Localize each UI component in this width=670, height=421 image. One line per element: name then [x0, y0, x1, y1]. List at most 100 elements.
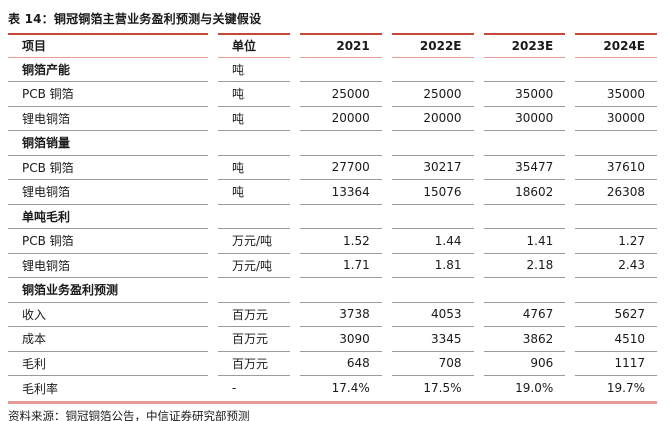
row-value-cell — [575, 131, 657, 156]
row-label-cell: 单吨毛利 — [8, 205, 208, 229]
row-value-cell: 2.43 — [575, 254, 657, 278]
row-value-cell: 4767 — [483, 303, 566, 327]
row-value-cell — [391, 278, 474, 303]
table-row: 单吨毛利 — [8, 205, 657, 229]
row-unit-cell: 吨 — [218, 107, 290, 131]
row-value-cell: 3862 — [483, 327, 566, 352]
row-value-cell — [483, 205, 566, 229]
table-title: 表 14：铜冠铜箔主营业务盈利预测与关键假设 — [8, 12, 262, 26]
header-unit: 单位 — [218, 33, 290, 58]
row-value-cell — [391, 205, 474, 229]
table-header-row: 项目 单位 2021 2022E 2023E 2024E — [8, 33, 657, 58]
row-value-cell — [300, 131, 382, 156]
row-value-cell — [300, 205, 382, 229]
row-value-cell: 3090 — [300, 327, 382, 352]
row-value-cell: 1.27 — [575, 229, 657, 254]
row-value-cell: 18602 — [483, 180, 566, 205]
row-value-cell — [575, 58, 657, 82]
row-label-cell: 锂电铜箔 — [8, 107, 208, 131]
row-value-cell — [391, 131, 474, 156]
row-unit-cell: 吨 — [218, 156, 290, 180]
row-label-cell: 铜箔产能 — [8, 58, 208, 82]
row-unit-cell: 吨 — [218, 82, 290, 107]
row-unit-cell: 百万元 — [218, 303, 290, 327]
row-label-cell: 锂电铜箔 — [8, 254, 208, 278]
row-value-cell — [575, 205, 657, 229]
row-value-cell — [483, 58, 566, 82]
row-value-cell: 648 — [300, 352, 382, 376]
table-body: 铜箔产能 吨 PCB 铜箔 吨 25000 25000 35000 35000 … — [8, 58, 657, 401]
row-value-cell: 1.44 — [391, 229, 474, 254]
row-value-cell: 37610 — [575, 156, 657, 180]
row-value-cell: 35477 — [483, 156, 566, 180]
row-value-cell: 17.4% — [331, 381, 370, 396]
row-label-cell: 收入 — [8, 303, 208, 327]
header-2024e: 2024E — [575, 33, 657, 58]
table-row: 毛利 百万元 648 708 906 1117 — [8, 352, 657, 376]
table-row: PCB 铜箔 万元/吨 1.52 1.44 1.41 1.27 — [8, 229, 657, 254]
row-value-cell: 1.52 — [300, 229, 382, 254]
row-value-cell: 1117 — [575, 352, 657, 376]
row-value-cell: 4510 — [575, 327, 657, 352]
row-unit-cell: 吨 — [218, 180, 290, 205]
row-value-cell: 27700 — [300, 156, 382, 180]
row-value-cell: 26308 — [575, 180, 657, 205]
table-row: 锂电铜箔 吨 13364 15076 18602 26308 — [8, 180, 657, 205]
row-value-cell — [483, 278, 566, 303]
row-value-cell — [300, 58, 382, 82]
row-value-cell: 5627 — [575, 303, 657, 327]
row-value-cell: 19.0% — [515, 381, 554, 396]
row-value-cell: 20000 — [300, 107, 382, 131]
table-bottom-rule — [8, 400, 657, 404]
row-value-cell: 20000 — [391, 107, 474, 131]
table-row: 铜箔产能 吨 — [8, 58, 657, 82]
source-note: 资料来源：铜冠铜箔公告，中信证券研究部预测 — [8, 408, 250, 421]
row-value-cell: 35000 — [575, 82, 657, 107]
row-value-cell: 708 — [391, 352, 474, 376]
table-row: 铜箔销量 — [8, 131, 657, 156]
row-unit-cell: 万元/吨 — [218, 254, 290, 278]
row-unit-cell: 百万元 — [218, 327, 290, 352]
header-2023e: 2023E — [483, 33, 566, 58]
row-value-cell: 906 — [483, 352, 566, 376]
table-row: 锂电铜箔 万元/吨 1.71 1.81 2.18 2.43 — [8, 254, 657, 278]
row-label-cell: PCB 铜箔 — [8, 156, 208, 180]
table-row: 毛利率 - 17.4% 17.5% 19.0% 19.7% — [8, 376, 657, 401]
header-item: 项目 — [8, 33, 208, 58]
table-row: 收入 百万元 3738 4053 4767 5627 — [8, 303, 657, 327]
row-value-cell: 1.41 — [483, 229, 566, 254]
row-value-cell — [300, 278, 382, 303]
row-unit-cell — [218, 278, 290, 303]
row-unit-cell: 万元/吨 — [218, 229, 290, 254]
table-row: PCB 铜箔 吨 27700 30217 35477 37610 — [8, 156, 657, 180]
row-unit-cell: 吨 — [218, 58, 290, 82]
row-label-cell: 成本 — [8, 327, 208, 352]
header-2021: 2021 — [300, 33, 382, 58]
row-label-cell: PCB 铜箔 — [8, 82, 208, 107]
row-value-cell: 3345 — [391, 327, 474, 352]
row-value-cell — [575, 278, 657, 303]
table-row: 锂电铜箔 吨 20000 20000 30000 30000 — [8, 107, 657, 131]
row-label-cell: 毛利 — [8, 352, 208, 376]
row-value-cell: 4053 — [391, 303, 474, 327]
row-value-cell: 25000 — [391, 82, 474, 107]
row-value-cell: 25000 — [300, 82, 382, 107]
header-2022e: 2022E — [391, 33, 474, 58]
row-unit-cell — [218, 205, 290, 229]
row-label-cell: PCB 铜箔 — [8, 229, 208, 254]
row-unit-cell: 百万元 — [218, 352, 290, 376]
row-value-cell: 1.81 — [391, 254, 474, 278]
row-unit-cell: - — [232, 381, 237, 396]
row-value-cell: 15076 — [391, 180, 474, 205]
row-value-cell: 19.7% — [606, 381, 645, 396]
row-value-cell: 3738 — [300, 303, 382, 327]
row-value-cell: 13364 — [300, 180, 382, 205]
row-label-cell: 铜箔销量 — [8, 131, 208, 156]
row-value-cell: 1.71 — [300, 254, 382, 278]
table-row: PCB 铜箔 吨 25000 25000 35000 35000 — [8, 82, 657, 107]
row-value-cell: 2.18 — [483, 254, 566, 278]
row-value-cell: 30000 — [575, 107, 657, 131]
forecast-table: 项目 单位 2021 2022E 2023E 2024E 铜箔产能 吨 PCB … — [8, 33, 657, 404]
row-label-cell: 锂电铜箔 — [8, 180, 208, 205]
row-value-cell — [483, 131, 566, 156]
